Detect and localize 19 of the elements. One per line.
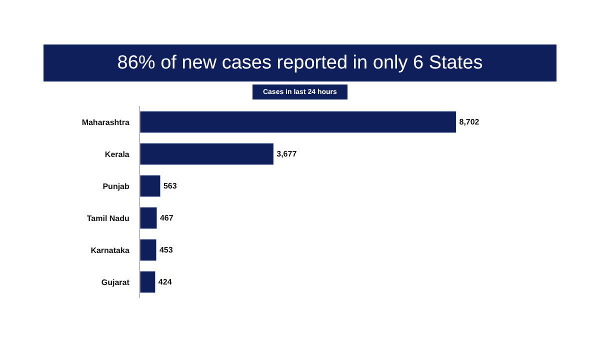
- bar: [140, 206, 158, 230]
- data-label: 467: [160, 214, 174, 222]
- chart-title: 86% of new cases reported in only 6 States: [117, 52, 483, 74]
- bar: [140, 238, 157, 262]
- bar: [140, 110, 456, 134]
- y-tick-label: Maharashtra: [82, 118, 130, 127]
- data-label: 563: [163, 182, 178, 190]
- y-tick-label: Tamil Nadu: [86, 214, 130, 223]
- data-label: 3,677: [276, 150, 298, 158]
- bar: [140, 142, 274, 166]
- y-tick-label: Karnataka: [90, 246, 130, 255]
- y-tick-label: Punjab: [102, 182, 130, 191]
- data-label: 424: [158, 278, 172, 286]
- bar: [140, 174, 161, 198]
- bar: [140, 270, 156, 294]
- y-tick-label: Kerala: [104, 150, 130, 159]
- data-label: 8,702: [459, 118, 480, 126]
- data-label: 453: [159, 246, 174, 254]
- y-tick-label: Gujarat: [101, 278, 130, 287]
